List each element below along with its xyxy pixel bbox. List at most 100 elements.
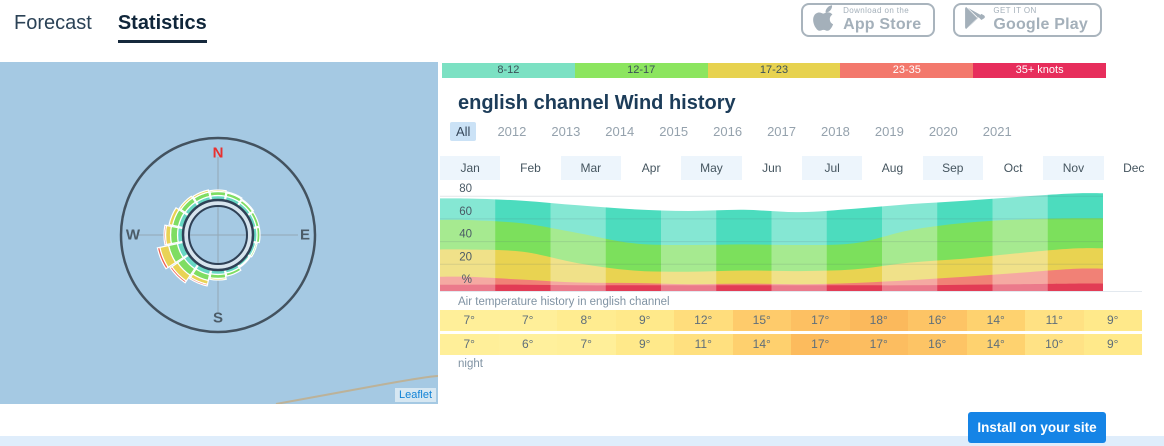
year-tab-2016[interactable]: 2016 — [713, 124, 743, 139]
page-title: english channel Wind history — [458, 92, 736, 114]
year-tab-2012[interactable]: 2012 — [497, 124, 527, 139]
month-header-sep: Sep — [922, 156, 983, 180]
year-tab-2019[interactable]: 2019 — [874, 124, 904, 139]
temp-day-jun: 15° — [732, 310, 791, 331]
bottom-bar — [0, 436, 1164, 446]
temperature-night-row: 7° 6° 7° 9° 11° 14° 17° 17° 16° 14° 10° 9° — [440, 334, 1142, 355]
temp-night-oct: 14° — [966, 334, 1025, 355]
temp-day-aug: 18° — [849, 310, 908, 331]
legend-segment-35+ knots: 35+ knots — [973, 63, 1106, 78]
chart-column-shade — [440, 180, 496, 291]
y-axis-label-60: 60 — [459, 206, 472, 218]
store-badges: Download on the App Store GET IT ON Goog… — [801, 3, 1102, 37]
month-header-apr: Apr — [641, 161, 661, 175]
legend-segment-8-12: 8-12 — [442, 63, 575, 78]
month-header-feb: Feb — [520, 161, 541, 175]
rose-petal-w-green — [169, 225, 179, 245]
google-play-icon — [965, 6, 986, 34]
rose-petal-nw-yellow — [178, 195, 194, 211]
wind-history-chart[interactable]: 80 60 40 20% — [440, 180, 1103, 291]
year-tab-2015[interactable]: 2015 — [659, 124, 689, 139]
rose-petal-nnw-yellow — [192, 189, 210, 199]
year-tab-2014[interactable]: 2014 — [605, 124, 635, 139]
app-store-line2: App Store — [843, 15, 922, 33]
temp-night-may: 11° — [674, 334, 733, 355]
rose-petal-ne-yellow — [240, 198, 255, 213]
google-play-line1: GET IT ON — [993, 5, 1037, 15]
compass-n-label: N — [212, 144, 224, 162]
app-store-badge-text: Download on the App Store — [843, 5, 922, 33]
chart-column-shade — [661, 180, 717, 291]
temp-night-jul: 17° — [791, 334, 850, 355]
rose-petal-ese-green — [249, 242, 258, 258]
rose-petal-ssw-red — [188, 276, 209, 287]
rose-hub-outer-ring — [181, 198, 255, 272]
temp-day-jul: 17° — [791, 310, 850, 331]
app-store-line1: Download on the — [843, 5, 910, 15]
temp-night-aug: 17° — [849, 334, 908, 355]
chart-column-shade — [550, 180, 606, 291]
temp-day-jan: 7° — [440, 310, 499, 331]
compass-e-label: E — [299, 226, 311, 244]
chart-column-shade — [771, 180, 827, 291]
wind-speed-legend: 8-12 12-17 17-23 23-35 35+ knots — [442, 63, 1106, 78]
leaflet-map[interactable]: N E S W Leaflet — [0, 62, 438, 404]
rose-petal-n-yellow — [209, 189, 227, 193]
install-on-your-site-button[interactable]: Install on your site — [968, 412, 1106, 443]
google-play-badge[interactable]: GET IT ON Google Play — [953, 3, 1102, 37]
temp-night-sep: 16° — [908, 334, 967, 355]
temp-day-apr: 9° — [615, 310, 674, 331]
google-play-line2: Google Play — [993, 15, 1088, 33]
temp-day-mar: 8° — [557, 310, 616, 331]
rose-petal-wsw-red — [156, 246, 169, 270]
year-tab-all[interactable]: All — [450, 122, 477, 141]
rose-petal-ene-green — [249, 211, 260, 228]
rose-petal-wnw-yellow — [168, 206, 180, 227]
month-header-aug: Aug — [881, 161, 904, 175]
chart-band-35knots — [440, 283, 1103, 291]
rose-petal-nne-yellow — [226, 191, 243, 200]
app-store-badge[interactable]: Download on the App Store — [801, 3, 936, 37]
legend-segment-12-17: 12-17 — [574, 63, 708, 78]
month-header-mar: Mar — [560, 156, 621, 180]
temperature-day-row: 7° 7° 8° 9° 12° 15° 17° 18° 16° 14° 11° 9° — [440, 310, 1142, 331]
air-temperature-label: Air temperature history in english chann… — [458, 296, 670, 308]
chart-column-shade — [882, 180, 938, 291]
rose-petal-sw-red — [169, 265, 188, 284]
year-tab-2020[interactable]: 2020 — [928, 124, 958, 139]
temp-night-dec: 9° — [1083, 334, 1142, 355]
legend-segment-17-23: 17-23 — [707, 63, 841, 78]
rose-petal-se-green — [238, 255, 251, 268]
rose-petal-s-yellow — [209, 277, 227, 281]
rose-petal-w-red — [163, 224, 168, 246]
month-header-jul: Jul — [801, 156, 863, 180]
rose-petal-sse-green — [225, 266, 242, 277]
months-header-row: Jan Feb Mar Apr May Jun Jul Aug Sep Oct Nov Dec — [440, 156, 1164, 180]
chart-divider — [440, 291, 1142, 292]
temp-night-apr: 9° — [615, 334, 674, 355]
temp-day-may: 12° — [674, 310, 733, 331]
leaflet-attribution-link[interactable]: Leaflet — [394, 388, 436, 402]
compass-w-label: W — [125, 226, 141, 244]
temp-night-nov: 10° — [1025, 334, 1084, 355]
tab-forecast[interactable]: Forecast — [14, 12, 92, 34]
apple-icon — [813, 4, 835, 36]
legend-segment-23-35: 23-35 — [840, 63, 974, 78]
month-header-nov: Nov — [1043, 156, 1104, 180]
temp-night-mar: 7° — [557, 334, 616, 355]
temp-day-sep: 16° — [908, 310, 967, 331]
temp-day-oct: 14° — [966, 310, 1025, 331]
year-tab-2021[interactable]: 2021 — [982, 124, 1012, 139]
tab-statistics[interactable]: Statistics — [117, 12, 207, 43]
temp-night-feb: 6° — [498, 334, 557, 355]
year-tab-2013[interactable]: 2013 — [551, 124, 581, 139]
google-play-badge-text: GET IT ON Google Play — [993, 5, 1088, 33]
night-label: night — [458, 358, 483, 370]
year-tab-2017[interactable]: 2017 — [767, 124, 796, 139]
year-tab-2018[interactable]: 2018 — [820, 124, 850, 139]
month-header-jan: Jan — [440, 156, 501, 180]
compass-s-label: S — [212, 309, 224, 327]
temp-day-dec: 9° — [1083, 310, 1142, 331]
temp-night-jan: 7° — [440, 334, 499, 355]
